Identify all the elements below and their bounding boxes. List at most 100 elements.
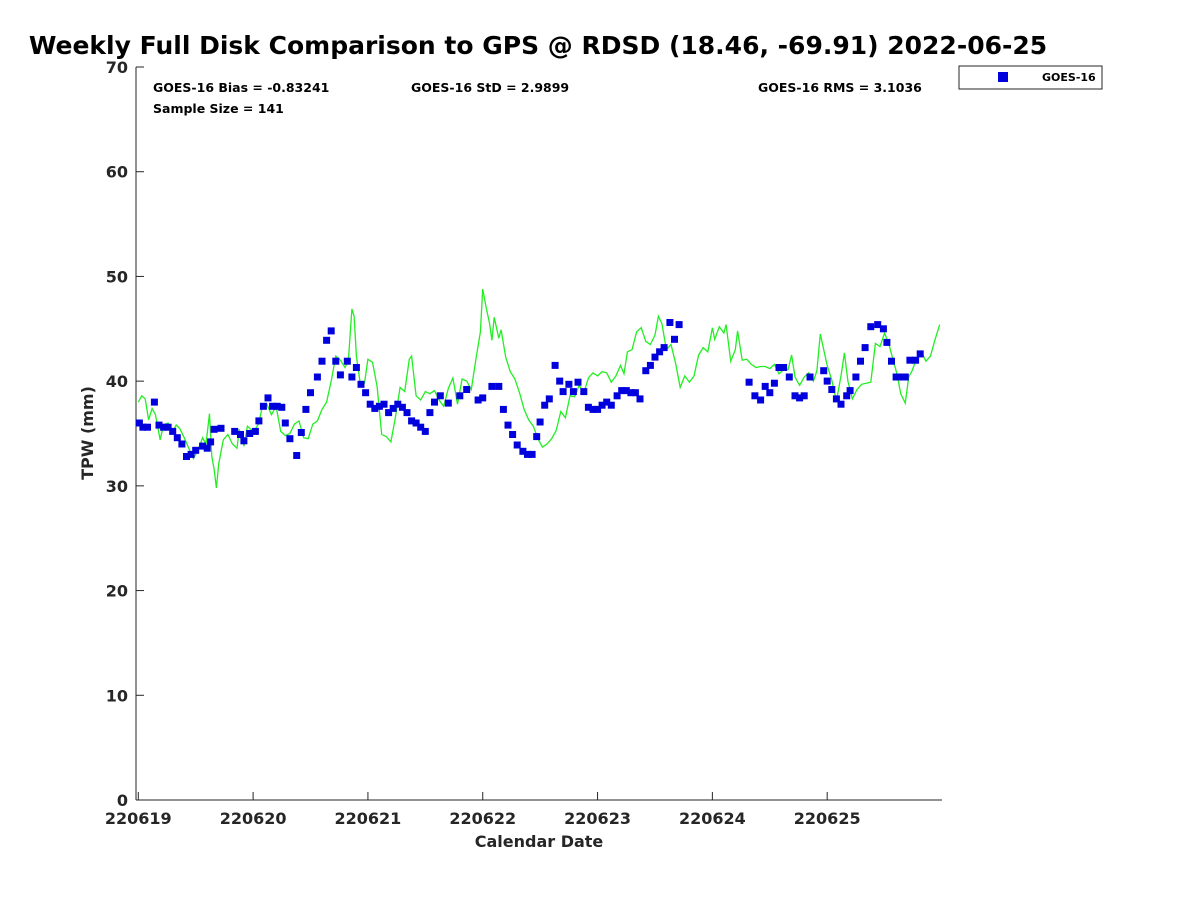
goes-data-point: [207, 438, 215, 446]
goes-data-point: [852, 373, 860, 381]
goes-data-point: [343, 357, 351, 365]
y-tick-label: 50: [106, 267, 128, 286]
goes-data-point: [761, 382, 769, 390]
goes-data-point: [828, 386, 836, 393]
legend-label-goes: GOES-16: [1042, 71, 1096, 84]
chart-title: Weekly Full Disk Comparison to GPS @ RDS…: [29, 31, 1047, 60]
y-tick-label: 40: [106, 372, 128, 391]
goes-data-point: [660, 344, 668, 352]
goes-data-point: [796, 394, 804, 402]
goes-data-point: [144, 423, 151, 431]
goes-data-point: [775, 364, 783, 371]
goes-data-point: [666, 319, 674, 326]
goes-data-point: [403, 409, 411, 417]
goes-data-point: [642, 367, 650, 375]
goes-data-point: [394, 400, 402, 408]
goes-data-point: [631, 389, 639, 397]
goes-data-point: [675, 321, 683, 329]
goes-data-point: [545, 395, 553, 403]
goes-data-point: [210, 425, 218, 433]
goes-data-point: [281, 419, 289, 427]
goes-data-point: [603, 398, 611, 406]
goes-data-point: [431, 398, 438, 406]
goes-data-point: [169, 427, 177, 435]
goes-data-point: [671, 335, 678, 343]
goes-data-point: [513, 441, 521, 449]
goes-data-point: [293, 452, 301, 459]
goes-data-point: [474, 396, 482, 404]
x-axis-label: Calendar Date: [475, 832, 604, 851]
goes-data-point: [479, 394, 487, 402]
goes-data-point: [861, 344, 869, 352]
goes-data-point: [217, 424, 225, 432]
goes-data-point: [362, 389, 370, 397]
goes-data-point: [436, 392, 444, 400]
goes-data-point: [417, 423, 425, 431]
goes-data-point: [651, 353, 659, 361]
goes-data-point: [897, 373, 905, 381]
goes-data-point: [892, 373, 900, 381]
goes-data-point: [273, 402, 281, 410]
goes-data-point: [426, 409, 434, 417]
goes-data-point: [551, 361, 559, 369]
y-tick-label: 10: [106, 686, 128, 705]
goes-data-point: [352, 364, 360, 371]
y-axis-label: TPW (mm): [78, 386, 97, 480]
goes-data-point: [857, 357, 864, 365]
goes-data-point: [916, 350, 924, 358]
goes-data-point: [139, 423, 147, 431]
goes-data-point: [791, 392, 799, 400]
goes-data-point: [251, 427, 259, 435]
goes-data-point: [509, 431, 517, 438]
goes-data-point: [408, 417, 416, 425]
goes-data-point: [556, 377, 564, 385]
y-tick-label: 20: [106, 582, 128, 601]
goes-data-point: [173, 434, 181, 442]
goes-data-point: [832, 395, 840, 403]
goes-data-point: [785, 373, 793, 381]
goes-data-point: [323, 336, 331, 344]
goes-data-point: [366, 400, 374, 408]
goes-data-point: [286, 435, 294, 443]
goes-data-point: [607, 401, 615, 409]
goes-data-point: [488, 382, 496, 390]
goes-data-point: [504, 421, 512, 429]
goes-data-point: [751, 392, 759, 400]
goes-data-point: [883, 338, 891, 346]
goes-data-point: [867, 323, 875, 331]
goes-data-point: [837, 400, 845, 408]
goes-data-point: [536, 418, 544, 426]
goes-data-point: [348, 373, 356, 381]
x-tick-label: 220625: [794, 809, 861, 828]
goes-data-point: [757, 396, 765, 404]
goes-data-point: [766, 389, 774, 397]
goes-data-point: [357, 380, 365, 388]
goes-data-point: [183, 453, 190, 460]
y-tick-label: 70: [106, 58, 128, 77]
goes-data-point: [627, 389, 635, 397]
goes-data-point: [199, 442, 207, 450]
x-ticks: 220619 220620 220621 220622 220623 220624 2206…: [105, 792, 861, 828]
goes-data-point: [646, 361, 654, 369]
goes-data-point: [656, 348, 664, 356]
legend-marker-goes: [998, 72, 1008, 82]
x-tick-label: 220623: [564, 809, 631, 828]
goes-data-point: [569, 388, 577, 396]
goes-data-point: [231, 427, 239, 435]
goes-data-point: [495, 382, 503, 390]
goes-data-point: [155, 421, 163, 429]
goes-data-point: [302, 405, 310, 413]
goes-data-point: [618, 387, 626, 395]
goes-data-point: [565, 380, 573, 388]
goes-data-point: [906, 356, 914, 364]
goes-data-point: [259, 402, 267, 410]
goes-data-point: [255, 417, 263, 425]
goes-data-point: [264, 394, 272, 402]
goes-data-point: [584, 403, 592, 411]
x-tick-label: 220622: [449, 809, 516, 828]
y-ticks: 0 10 20 30 40 50 60 70: [106, 58, 144, 810]
x-tick-label: 220621: [335, 809, 402, 828]
goes-data-point: [820, 367, 828, 375]
goes-data-point: [160, 423, 168, 431]
goes-data-point: [297, 429, 305, 436]
